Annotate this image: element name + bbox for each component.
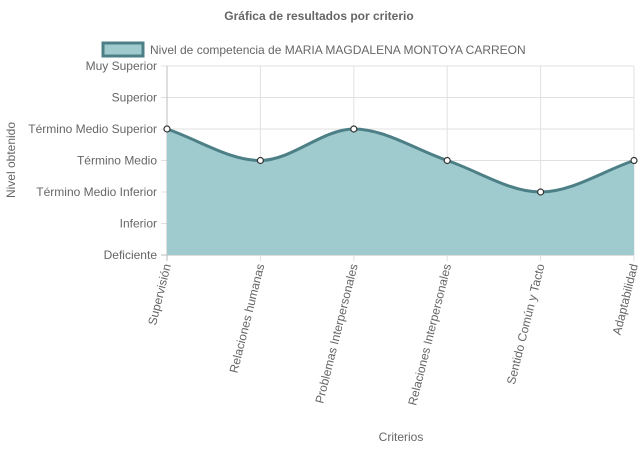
data-points xyxy=(163,125,638,196)
data-point[interactable] xyxy=(350,125,358,133)
y-axis-ticks: Deficiente Inferior Término Medio Inferior… xyxy=(28,59,157,262)
x-tick-label: Sentido Común y Tacto xyxy=(504,262,548,386)
y-tick-label: Muy Superior xyxy=(86,59,157,73)
y-tick-label: Término Medio Superior xyxy=(28,122,157,136)
data-point[interactable] xyxy=(630,156,638,165)
legend[interactable]: Nivel de competencia de MARIA MAGDALENA … xyxy=(101,41,526,58)
y-tick-label: Deficiente xyxy=(104,248,158,262)
x-tick-label: Supervisión xyxy=(145,262,174,326)
data-point[interactable] xyxy=(536,188,545,196)
x-tick-label: Problemas Interpersonales xyxy=(312,262,360,405)
x-axis-title: Criterios xyxy=(379,430,424,444)
legend-label[interactable]: Nivel de competencia de MARIA MAGDALENA … xyxy=(150,43,526,57)
x-axis-ticks: Supervisión Relaciones humanas Problemas I… xyxy=(145,262,639,407)
y-tick-label: Inferior xyxy=(120,217,157,231)
y-axis-title: Nivel obtenido xyxy=(4,122,18,198)
y-tick-label: Superior xyxy=(112,91,157,105)
y-tick-label: Término Medio xyxy=(77,154,157,168)
chart-title: Gráfica de resultados por criterio xyxy=(224,9,413,23)
data-point[interactable] xyxy=(443,156,451,165)
x-tick-label: Adaptabilidad xyxy=(610,262,639,336)
series-area-fill xyxy=(167,129,634,255)
legend-swatch[interactable] xyxy=(101,41,145,58)
data-point[interactable] xyxy=(256,156,264,165)
x-tick-label: Relaciones humanas xyxy=(227,262,268,374)
series-line xyxy=(166,127,635,194)
y-tick-label: Término Medio Inferior xyxy=(36,185,157,199)
data-point[interactable] xyxy=(163,125,171,133)
x-tick-label: Relaciones Interpersonales xyxy=(405,262,454,406)
series-area-layer xyxy=(166,127,635,255)
